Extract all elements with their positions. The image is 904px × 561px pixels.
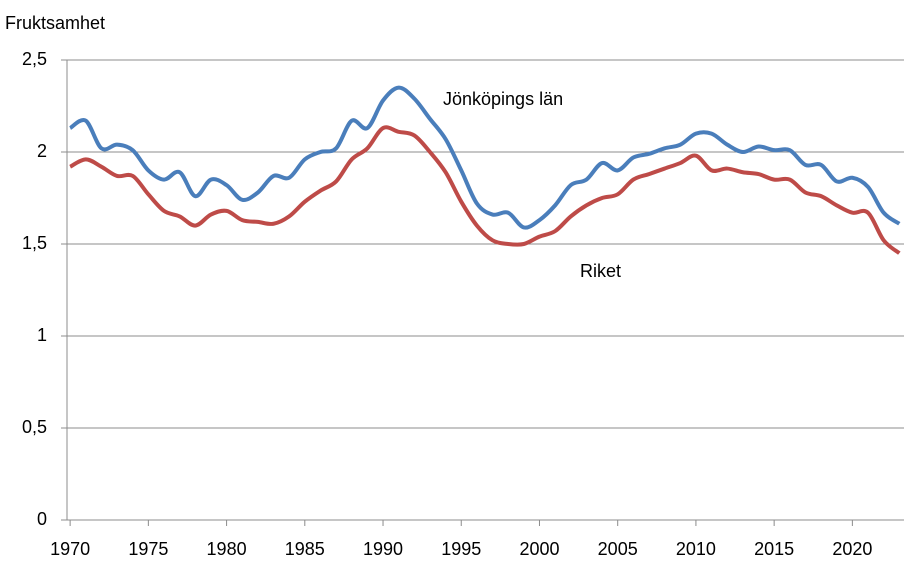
x-tick-label: 2000 xyxy=(519,539,559,559)
x-tick-label: 2020 xyxy=(832,539,872,559)
x-tick-label: 1995 xyxy=(441,539,481,559)
line xyxy=(69,85,901,230)
x-tick-label: 1970 xyxy=(50,539,90,559)
x-tick-label: 1990 xyxy=(363,539,403,559)
y-tick-label: 0 xyxy=(37,509,47,529)
x-tick-label: 1985 xyxy=(285,539,325,559)
y-tick-label: 2 xyxy=(37,141,47,161)
y-tick-label: 2,5 xyxy=(22,49,47,69)
y-axis-label: Fruktsamhet xyxy=(5,13,105,33)
line xyxy=(69,125,901,255)
x-tick-label: 2010 xyxy=(676,539,716,559)
y-tick-label: 0,5 xyxy=(22,417,47,437)
x-tick-label: 2015 xyxy=(754,539,794,559)
x-tick-label: 1980 xyxy=(207,539,247,559)
x-tick-label: 2005 xyxy=(598,539,638,559)
series-label: Riket xyxy=(580,261,621,281)
y-tick-label: 1 xyxy=(37,325,47,345)
series-label: Jönköpings län xyxy=(443,89,563,109)
y-tick-label: 1,5 xyxy=(22,233,47,253)
x-tick-label: 1975 xyxy=(128,539,168,559)
